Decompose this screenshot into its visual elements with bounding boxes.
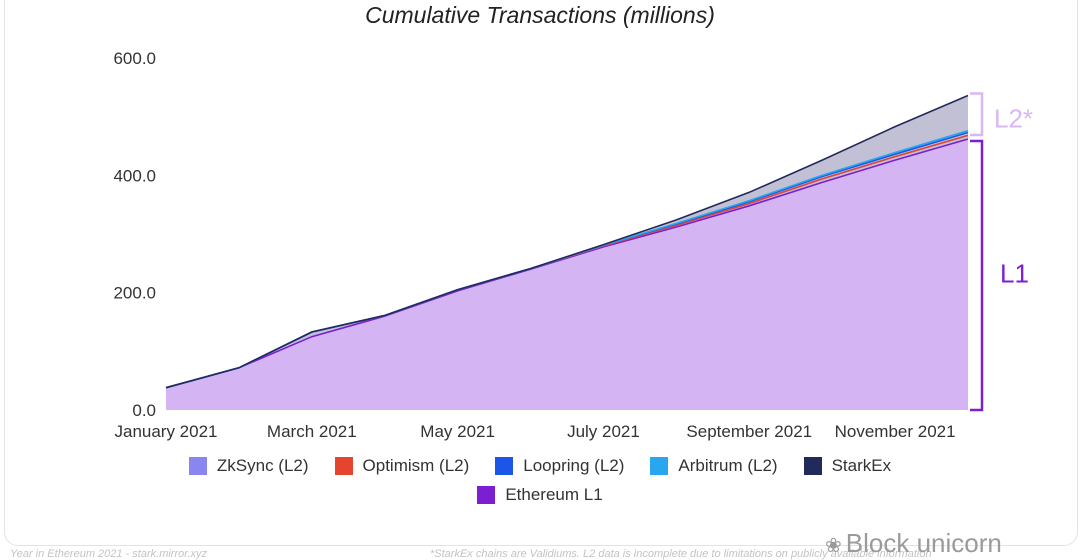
- legend-item: Arbitrum (L2): [650, 456, 778, 476]
- x-tick-label: May 2021: [420, 422, 495, 441]
- legend-label: ZkSync (L2): [216, 456, 309, 475]
- x-tick-label: March 2021: [267, 422, 357, 441]
- l1-bracket: [970, 139, 984, 412]
- legend-swatch: [188, 457, 207, 475]
- chart-legend: ZkSync (L2) Optimism (L2) Loopring (L2) Arb…: [0, 456, 1080, 505]
- x-tick-label: January 2021: [114, 422, 217, 441]
- watermark-text: Block unicorn: [845, 528, 1002, 558]
- series-line-ethereum-l1: [165, 138, 969, 389]
- legend-item: Optimism (L2): [334, 456, 470, 476]
- l2-bracket-label: L2*: [994, 103, 1033, 133]
- legend-label: StarkEx: [831, 456, 892, 475]
- legend-label: Optimism (L2): [362, 456, 470, 475]
- watermark: ❀ Block unicorn: [825, 528, 1002, 559]
- legend-swatch: [477, 486, 496, 504]
- legend-row: Ethereum L1: [477, 485, 603, 505]
- l1-bracket-label: L1: [1000, 258, 1029, 288]
- legend-label: Arbitrum (L2): [678, 456, 778, 475]
- legend-swatch: [650, 457, 669, 475]
- l1-area: [166, 139, 968, 410]
- legend-label: Loopring (L2): [523, 456, 625, 475]
- footer-note: *StarkEx chains are Validiums. L2 data i…: [430, 548, 932, 560]
- y-tick-label: 200.0: [113, 284, 156, 303]
- y-tick-label: 600.0: [113, 49, 156, 68]
- legend-label: Ethereum L1: [505, 485, 603, 504]
- footer-source: Year in Ethereum 2021 - stark.mirror.xyz: [10, 548, 208, 560]
- x-tick-label: July 2021: [567, 422, 640, 441]
- series-line-starkex: [165, 94, 969, 389]
- legend-row: ZkSync (L2) Optimism (L2) Loopring (L2) Arb…: [188, 456, 892, 476]
- x-tick-label: September 2021: [686, 422, 812, 441]
- legend-swatch: [803, 457, 822, 475]
- legend-item: StarkEx: [803, 456, 892, 476]
- legend-item: Loopring (L2): [495, 456, 624, 476]
- l2-bracket: [970, 92, 984, 137]
- wechat-icon: ❀: [825, 535, 842, 557]
- legend-item: Ethereum L1: [477, 485, 603, 505]
- legend-swatch: [334, 457, 353, 475]
- chart-title: Cumulative Transactions (millions): [365, 2, 715, 28]
- x-tick-label: November 2021: [835, 422, 956, 441]
- y-tick-label: 0.0: [132, 401, 156, 420]
- legend-item: ZkSync (L2): [188, 456, 309, 476]
- y-tick-label: 400.0: [113, 166, 156, 185]
- legend-swatch: [495, 457, 514, 475]
